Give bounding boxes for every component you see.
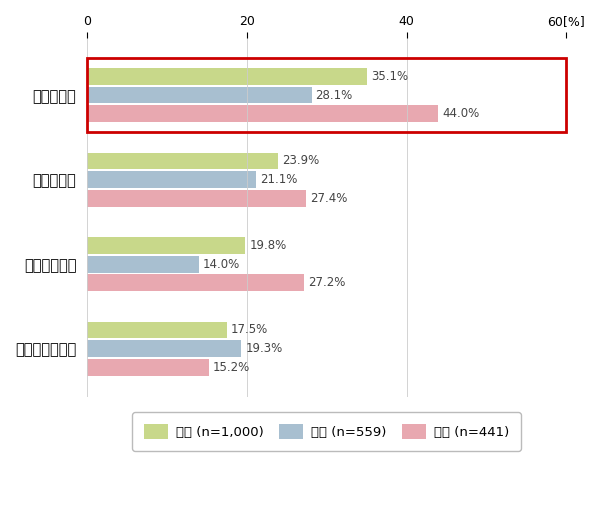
Bar: [88, 256, 199, 272]
Text: 44.0%: 44.0%: [442, 107, 479, 120]
Text: 19.8%: 19.8%: [250, 239, 287, 252]
Text: 23.9%: 23.9%: [282, 154, 319, 167]
Bar: [88, 171, 256, 188]
Text: 17.5%: 17.5%: [231, 323, 268, 336]
Bar: [88, 87, 311, 103]
Bar: [88, 190, 306, 206]
Bar: [88, 274, 304, 291]
Legend: 全体 (n=1,000), 男性 (n=559), 女性 (n=441): 全体 (n=1,000), 男性 (n=559), 女性 (n=441): [133, 412, 521, 451]
Text: 35.1%: 35.1%: [371, 70, 409, 83]
Bar: [88, 321, 227, 339]
Bar: [88, 359, 209, 375]
Text: 27.4%: 27.4%: [310, 192, 347, 205]
Bar: [88, 237, 245, 254]
Bar: [88, 105, 439, 122]
Text: 28.1%: 28.1%: [316, 88, 353, 101]
Text: 15.2%: 15.2%: [212, 361, 250, 374]
Bar: [88, 152, 278, 170]
Text: 14.0%: 14.0%: [203, 257, 241, 270]
Bar: [88, 68, 367, 85]
Text: 21.1%: 21.1%: [260, 173, 297, 186]
Bar: [88, 340, 241, 357]
Text: 27.2%: 27.2%: [308, 276, 346, 289]
Text: 19.3%: 19.3%: [245, 342, 283, 355]
